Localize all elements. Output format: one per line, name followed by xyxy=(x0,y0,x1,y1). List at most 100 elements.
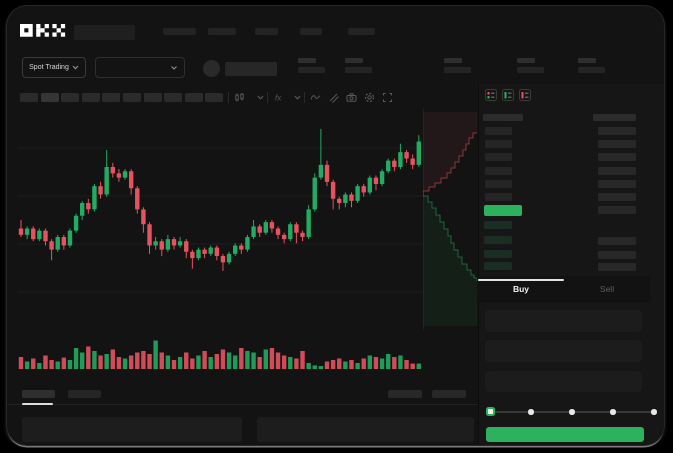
svg-text:fx: fx xyxy=(275,94,282,103)
camera-icon[interactable] xyxy=(345,91,358,104)
market-type-label: Spot Trading xyxy=(29,64,69,71)
chevron-down-icon[interactable] xyxy=(254,91,267,104)
active-tab-indicator xyxy=(478,279,564,281)
orderbook-ask-price-placeholder[interactable] xyxy=(485,127,512,135)
slider-stop[interactable] xyxy=(569,409,575,415)
tab-buy-label: Buy xyxy=(512,284,530,294)
chevron-down-icon xyxy=(72,65,79,70)
order-form-field-placeholder[interactable] xyxy=(485,371,642,392)
orderbook-ask-size-placeholder xyxy=(598,166,636,175)
timeframe-button-placeholder[interactable] xyxy=(205,93,224,102)
nav-item-placeholder[interactable] xyxy=(255,28,278,35)
timeframe-button-placeholder[interactable] xyxy=(184,93,203,102)
ticker-stat-value-placeholder xyxy=(578,67,605,73)
slider-handle[interactable] xyxy=(485,407,495,416)
ticker-stat-value-placeholder xyxy=(345,67,372,73)
tab-buy[interactable]: Buy xyxy=(478,276,564,302)
market-type-selector[interactable]: Spot Trading xyxy=(22,57,86,78)
volume-chart[interactable] xyxy=(18,336,422,369)
ticker-stat-label-placeholder xyxy=(444,58,462,63)
ticker-stat-value-placeholder xyxy=(517,67,544,73)
timeframe-button-placeholder[interactable] xyxy=(164,93,183,102)
bottom-panel-placeholder xyxy=(22,417,242,442)
slider-stop[interactable] xyxy=(528,409,534,415)
bottom-action-placeholder[interactable] xyxy=(388,390,422,398)
orderbook-bid-price-placeholder[interactable] xyxy=(484,221,512,229)
ticker-stat-value-placeholder xyxy=(444,67,471,73)
orderbook-ask-price-placeholder[interactable] xyxy=(485,166,512,175)
tab-sell[interactable]: Sell xyxy=(564,276,650,302)
trade-tabs: Buy Sell xyxy=(478,276,650,302)
candlestick-chart[interactable] xyxy=(18,108,422,332)
toolbar-divider xyxy=(304,92,305,103)
ticker-stat-label-placeholder xyxy=(298,58,316,63)
orderbook-ask-size-placeholder xyxy=(598,179,636,188)
bottom-tab-placeholder[interactable] xyxy=(22,390,55,398)
header-account-placeholder[interactable] xyxy=(225,62,277,76)
bids-book-icon[interactable] xyxy=(502,89,514,101)
bottom-action-placeholder[interactable] xyxy=(432,390,466,398)
orderbook-ask-size-placeholder xyxy=(598,153,636,162)
ticker-stat-label-placeholder xyxy=(578,58,596,63)
orderbook-ask-size-placeholder xyxy=(598,193,636,201)
nav-item-placeholder[interactable] xyxy=(300,28,322,35)
active-tab-indicator xyxy=(22,403,53,405)
orderbook-bid-price-placeholder[interactable] xyxy=(484,250,512,258)
order-form-field-placeholder[interactable] xyxy=(485,310,642,332)
indicators-icon[interactable]: fx xyxy=(273,91,286,104)
orderbook-ask-price-placeholder[interactable] xyxy=(485,193,512,201)
pair-selector-dropdown[interactable] xyxy=(95,57,185,78)
nav-item-placeholder[interactable] xyxy=(348,28,375,35)
chevron-down-icon[interactable] xyxy=(291,91,304,104)
orderbook-bid-price-placeholder[interactable] xyxy=(484,262,512,270)
measure-tool-icon[interactable] xyxy=(327,91,340,104)
buy-submit-button[interactable] xyxy=(486,427,644,442)
toolbar-divider xyxy=(267,92,268,103)
asks-book-icon[interactable] xyxy=(519,89,531,101)
chevron-down-icon xyxy=(171,65,177,70)
orderbook-bid-price-placeholder[interactable] xyxy=(484,236,512,244)
bottom-tab-placeholder[interactable] xyxy=(68,390,101,398)
okx-logo[interactable] xyxy=(20,24,66,37)
slider-stop[interactable] xyxy=(651,409,657,415)
app-window: Spot Trading Buy Sell fx xyxy=(7,6,664,445)
line-tool-icon[interactable] xyxy=(309,91,322,104)
section-divider xyxy=(7,404,478,405)
orderbook-header-placeholder xyxy=(483,114,523,121)
timeframe-button-placeholder[interactable] xyxy=(143,93,162,102)
ticker-stat-label-placeholder xyxy=(517,58,535,63)
timeframe-button-placeholder[interactable] xyxy=(40,93,59,102)
orderbook-ask-price-placeholder[interactable] xyxy=(485,140,512,149)
orderbook-bid-size-placeholder xyxy=(598,206,636,214)
timeframe-button-placeholder[interactable] xyxy=(20,93,38,102)
bottom-panel-placeholder xyxy=(257,417,474,442)
timeframe-button-placeholder[interactable] xyxy=(81,93,100,102)
orderbook-bid-size-placeholder xyxy=(598,263,636,271)
orderbook-ask-price-placeholder[interactable] xyxy=(485,179,512,188)
candle-style-icon[interactable] xyxy=(233,91,246,104)
orderbook-ask-size-placeholder xyxy=(598,127,636,135)
ticker-stat-value-placeholder xyxy=(298,67,325,73)
orderbook-ask-size-placeholder xyxy=(598,140,636,149)
orderbook-ask-price-placeholder[interactable] xyxy=(485,153,512,162)
nav-item-placeholder[interactable] xyxy=(163,28,196,35)
combined-book-icon[interactable] xyxy=(485,89,497,101)
timeframe-button-placeholder[interactable] xyxy=(61,93,80,102)
tab-sell-label: Sell xyxy=(599,284,615,294)
settings-icon[interactable] xyxy=(363,91,376,104)
fullscreen-icon[interactable] xyxy=(381,91,394,104)
orderbook-header-placeholder xyxy=(593,114,636,121)
nav-item-placeholder[interactable] xyxy=(208,28,236,35)
timeframe-button-placeholder[interactable] xyxy=(102,93,121,102)
order-form-field-placeholder[interactable] xyxy=(485,340,642,362)
orderbook-bid-size-placeholder xyxy=(598,237,636,245)
toolbar-divider xyxy=(228,92,229,103)
orderbook-bid-size-placeholder xyxy=(598,251,636,259)
slider-stop[interactable] xyxy=(610,409,616,415)
last-price-badge[interactable] xyxy=(484,205,522,216)
ticker-stat-label-placeholder xyxy=(345,58,363,63)
depth-chart[interactable] xyxy=(423,108,477,331)
header-pair-placeholder[interactable] xyxy=(74,25,135,40)
avatar-placeholder[interactable] xyxy=(203,60,220,77)
timeframe-button-placeholder[interactable] xyxy=(123,93,141,102)
